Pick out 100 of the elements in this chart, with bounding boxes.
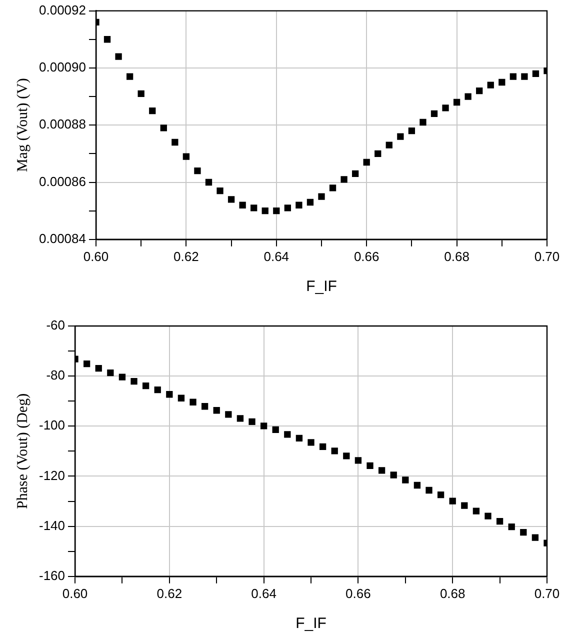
x-tick-label: 0.64 [251, 586, 276, 601]
y-tick-label: 0.00086 [38, 174, 86, 189]
point [272, 426, 279, 433]
x-tick-label: 0.70 [534, 586, 560, 601]
point [296, 434, 303, 442]
x-tick-label: 0.60 [83, 248, 109, 264]
point [172, 138, 178, 146]
point [496, 518, 504, 525]
point [83, 360, 90, 368]
point [284, 431, 291, 438]
point [319, 443, 326, 450]
point [262, 207, 268, 214]
point [213, 407, 220, 414]
x-tick-label: 0.68 [440, 586, 466, 601]
y-tick-label: 0.00084 [38, 230, 86, 246]
point [378, 467, 386, 474]
point [205, 178, 212, 186]
y-tick-label: -140 [38, 518, 66, 533]
point [366, 462, 374, 470]
point [182, 153, 190, 160]
point [190, 398, 196, 406]
point [352, 170, 359, 178]
point [225, 411, 232, 418]
point [260, 422, 268, 430]
point [408, 127, 416, 134]
x-tick-label: 0.70 [534, 248, 560, 264]
point [472, 508, 480, 514]
x-tick-label: 0.60 [62, 586, 88, 601]
point [273, 207, 280, 214]
x-tick-label: 0.62 [156, 586, 182, 601]
point [95, 364, 102, 372]
y-tick-label: -100 [38, 418, 66, 433]
point [248, 418, 256, 425]
point [510, 73, 517, 80]
point [194, 167, 201, 174]
point [487, 82, 494, 88]
point [306, 198, 314, 206]
point [216, 187, 224, 194]
y-tick-label: -60 [46, 318, 66, 333]
x-tick-label: 0.62 [174, 248, 199, 264]
point [520, 529, 527, 536]
point [521, 73, 528, 80]
point [420, 118, 426, 126]
y-tick-label: -160 [38, 568, 66, 583]
point [386, 142, 392, 148]
point [498, 78, 506, 86]
point [430, 110, 438, 117]
point [318, 193, 325, 200]
x-tick-label: 0.66 [354, 248, 380, 264]
x-tick-label: 0.66 [346, 586, 371, 601]
point [228, 196, 235, 203]
point [532, 534, 539, 541]
point [284, 204, 291, 212]
point [250, 204, 258, 212]
point [363, 158, 370, 166]
y-tick-label: 0.00090 [38, 60, 86, 75]
point [508, 523, 515, 530]
point [461, 502, 468, 509]
x-axis-title: F_IF [296, 615, 326, 632]
point [201, 403, 208, 410]
point [437, 491, 444, 498]
point [239, 202, 246, 208]
point [449, 498, 456, 504]
y-tick-label: 0.00088 [38, 116, 86, 132]
point [340, 176, 348, 183]
point [402, 476, 409, 484]
y-tick-label: -80 [46, 368, 66, 383]
y-tick-label: -120 [38, 468, 66, 483]
y-axis-title: Mag (Vout) (V) [14, 78, 31, 172]
point [126, 73, 134, 80]
point [115, 53, 122, 60]
y-tick-label: 0.00092 [38, 2, 86, 18]
point [426, 486, 432, 494]
point [160, 124, 167, 132]
point [296, 202, 302, 208]
point [484, 512, 492, 520]
point [154, 386, 161, 394]
point [166, 391, 173, 398]
point [236, 415, 244, 422]
point [414, 482, 421, 489]
x-tick-label: 0.68 [444, 248, 470, 264]
point [397, 133, 404, 140]
point [453, 98, 460, 106]
point [464, 93, 472, 100]
point [329, 184, 336, 192]
x-axis-title: F_IF [306, 278, 337, 296]
point [118, 374, 126, 380]
x-tick-label: 0.64 [264, 248, 290, 264]
point [138, 90, 144, 97]
point [354, 457, 362, 464]
point [374, 150, 382, 158]
point [331, 448, 338, 454]
point [442, 104, 449, 112]
point [149, 107, 156, 114]
point [390, 472, 397, 478]
point [476, 87, 483, 94]
y-axis-title: Phase (Vout) (Deg) [14, 393, 31, 509]
point [142, 382, 150, 390]
point [308, 439, 314, 446]
point [532, 70, 540, 77]
